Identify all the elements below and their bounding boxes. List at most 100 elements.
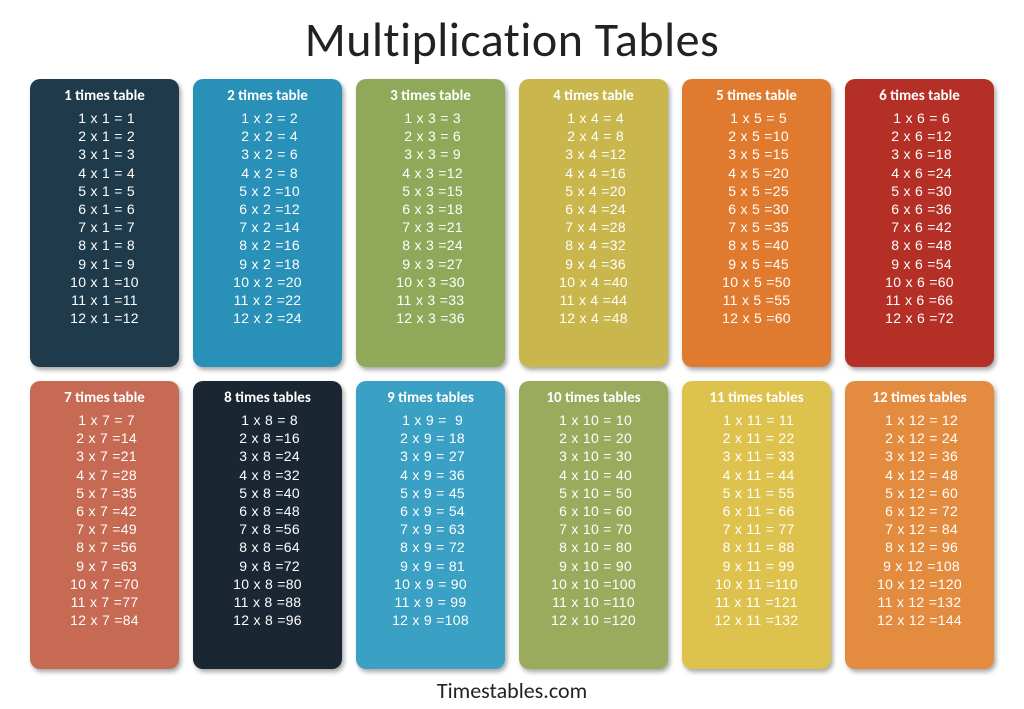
table-row: 9 x 9 = 81 [396,557,465,575]
table-row: 12 x 11 =132 [715,611,799,629]
table-card-5: 5 times table 1 x 5 = 5 2 x 5 =10 3 x 5 … [682,79,831,367]
table-row: 11 x 12 =132 [878,593,962,611]
table-row: 5 x 5 =25 [724,182,789,200]
table-row: 8 x 2 =16 [235,236,300,254]
table-row: 5 x 2 =10 [235,182,300,200]
table-row: 3 x 3 = 9 [400,145,461,163]
table-row: 9 x 3 =27 [398,255,463,273]
table-row: 9 x 11 = 99 [718,557,794,575]
table-row: 9 x 10 = 90 [555,557,632,575]
table-row: 11 x 4 =44 [560,291,628,309]
page-title: Multiplication Tables [305,10,720,69]
table-row: 2 x 5 =10 [724,127,789,145]
table-row: 11 x 9 = 99 [395,593,467,611]
table-row: 1 x 8 = 8 [237,411,298,429]
table-row: 4 x 9 = 36 [396,466,465,484]
table-row: 7 x 10 = 70 [555,520,632,538]
table-card-1: 1 times table 1 x 1 = 1 2 x 1 = 2 3 x 1 … [30,79,179,367]
card-header: 11 times tables [709,389,803,407]
table-row: 12 x 9 =108 [392,611,469,629]
table-row: 1 x 9 = 9 [398,411,463,429]
table-row: 10 x 11 =110 [715,575,798,593]
table-row: 12 x 6 =72 [885,309,954,327]
table-row: 10 x 9 = 90 [394,575,467,593]
table-row: 7 x 3 =21 [398,218,463,236]
table-row: 4 x 10 = 40 [555,466,632,484]
table-row: 4 x 3 =12 [398,164,463,182]
table-row: 8 x 9 = 72 [396,538,465,556]
footer-credit: Timestables.com [437,677,587,704]
table-row: 6 x 10 = 60 [555,502,632,520]
table-row: 2 x 1 = 2 [74,127,135,145]
table-row: 4 x 2 = 8 [237,164,298,182]
card-header: 12 times tables [872,389,966,407]
table-row: 9 x 4 =36 [561,255,626,273]
table-row: 5 x 11 = 55 [718,484,794,502]
table-row: 5 x 8 =40 [235,484,300,502]
table-row: 2 x 12 = 24 [881,429,958,447]
table-row: 5 x 12 = 60 [881,484,958,502]
table-row: 4 x 8 =32 [235,466,300,484]
table-row: 3 x 4 =12 [561,145,626,163]
table-row: 6 x 11 = 66 [718,502,794,520]
table-card-9: 9 times tables 1 x 9 = 9 2 x 9 = 18 3 x … [356,381,505,669]
table-row: 3 x 6 =18 [887,145,952,163]
table-row: 5 x 10 = 50 [555,484,632,502]
card-header: 7 times table [64,389,145,407]
table-row: 2 x 3 = 6 [400,127,461,145]
table-row: 1 x 7 = 7 [74,411,135,429]
table-row: 5 x 9 = 45 [396,484,465,502]
table-row: 2 x 10 = 20 [555,429,632,447]
table-row: 3 x 12 = 36 [881,447,958,465]
table-row: 6 x 7 =42 [72,502,137,520]
card-header: 10 times tables [546,389,640,407]
table-row: 11 x 11 =121 [715,593,798,611]
table-row: 10 x 12 =120 [877,575,962,593]
table-row: 11 x 3 =33 [397,291,465,309]
table-row: 1 x 5 = 5 [726,109,787,127]
table-row: 12 x 5 =60 [722,309,791,327]
table-card-2: 2 times table 1 x 2 = 2 2 x 2 = 4 3 x 2 … [193,79,342,367]
table-row: 9 x 5 =45 [724,255,789,273]
table-row: 12 x 1 =12 [70,309,139,327]
table-row: 10 x 8 =80 [233,575,302,593]
tables-grid: 1 times table 1 x 1 = 1 2 x 1 = 2 3 x 1 … [30,79,994,669]
table-card-4: 4 times table 1 x 4 = 4 2 x 4 = 8 3 x 4 … [519,79,668,367]
table-row: 10 x 4 =40 [559,273,628,291]
table-row: 6 x 3 =18 [398,200,463,218]
card-header: 3 times table [390,87,471,105]
table-row: 3 x 8 =24 [235,447,300,465]
table-row: 12 x 3 =36 [396,309,465,327]
table-row: 4 x 5 =20 [724,164,789,182]
table-row: 3 x 2 = 6 [237,145,298,163]
table-row: 5 x 6 =30 [887,182,952,200]
table-row: 1 x 4 = 4 [563,109,624,127]
table-row: 3 x 9 = 27 [396,447,465,465]
table-row: 7 x 9 = 63 [396,520,465,538]
table-row: 3 x 5 =15 [724,145,789,163]
table-row: 8 x 1 = 8 [74,236,135,254]
table-row: 6 x 1 = 6 [74,200,135,218]
table-row: 7 x 11 = 77 [718,520,794,538]
table-row: 12 x 10 =120 [551,611,636,629]
table-row: 10 x 1 =10 [70,273,139,291]
table-row: 12 x 7 =84 [70,611,139,629]
table-row: 10 x 7 =70 [70,575,139,593]
table-card-10: 10 times tables 1 x 10 = 10 2 x 10 = 20 … [519,381,668,669]
card-header: 8 times tables [224,389,311,407]
table-row: 8 x 6 =48 [887,236,952,254]
table-row: 7 x 2 =14 [235,218,300,236]
table-row: 2 x 2 = 4 [237,127,298,145]
card-header: 5 times table [716,87,797,105]
table-row: 6 x 2 =12 [235,200,300,218]
card-header: 9 times tables [387,389,474,407]
table-row: 11 x 6 =66 [886,291,954,309]
table-row: 7 x 4 =28 [561,218,626,236]
table-row: 10 x 5 =50 [722,273,791,291]
table-card-11: 11 times tables 1 x 11 = 11 2 x 11 = 22 … [682,381,831,669]
table-card-7: 7 times table 1 x 7 = 7 2 x 7 =14 3 x 7 … [30,381,179,669]
table-row: 5 x 3 =15 [398,182,463,200]
table-row: 11 x 8 =88 [234,593,302,611]
table-row: 3 x 7 =21 [72,447,137,465]
table-row: 9 x 7 =63 [72,557,137,575]
